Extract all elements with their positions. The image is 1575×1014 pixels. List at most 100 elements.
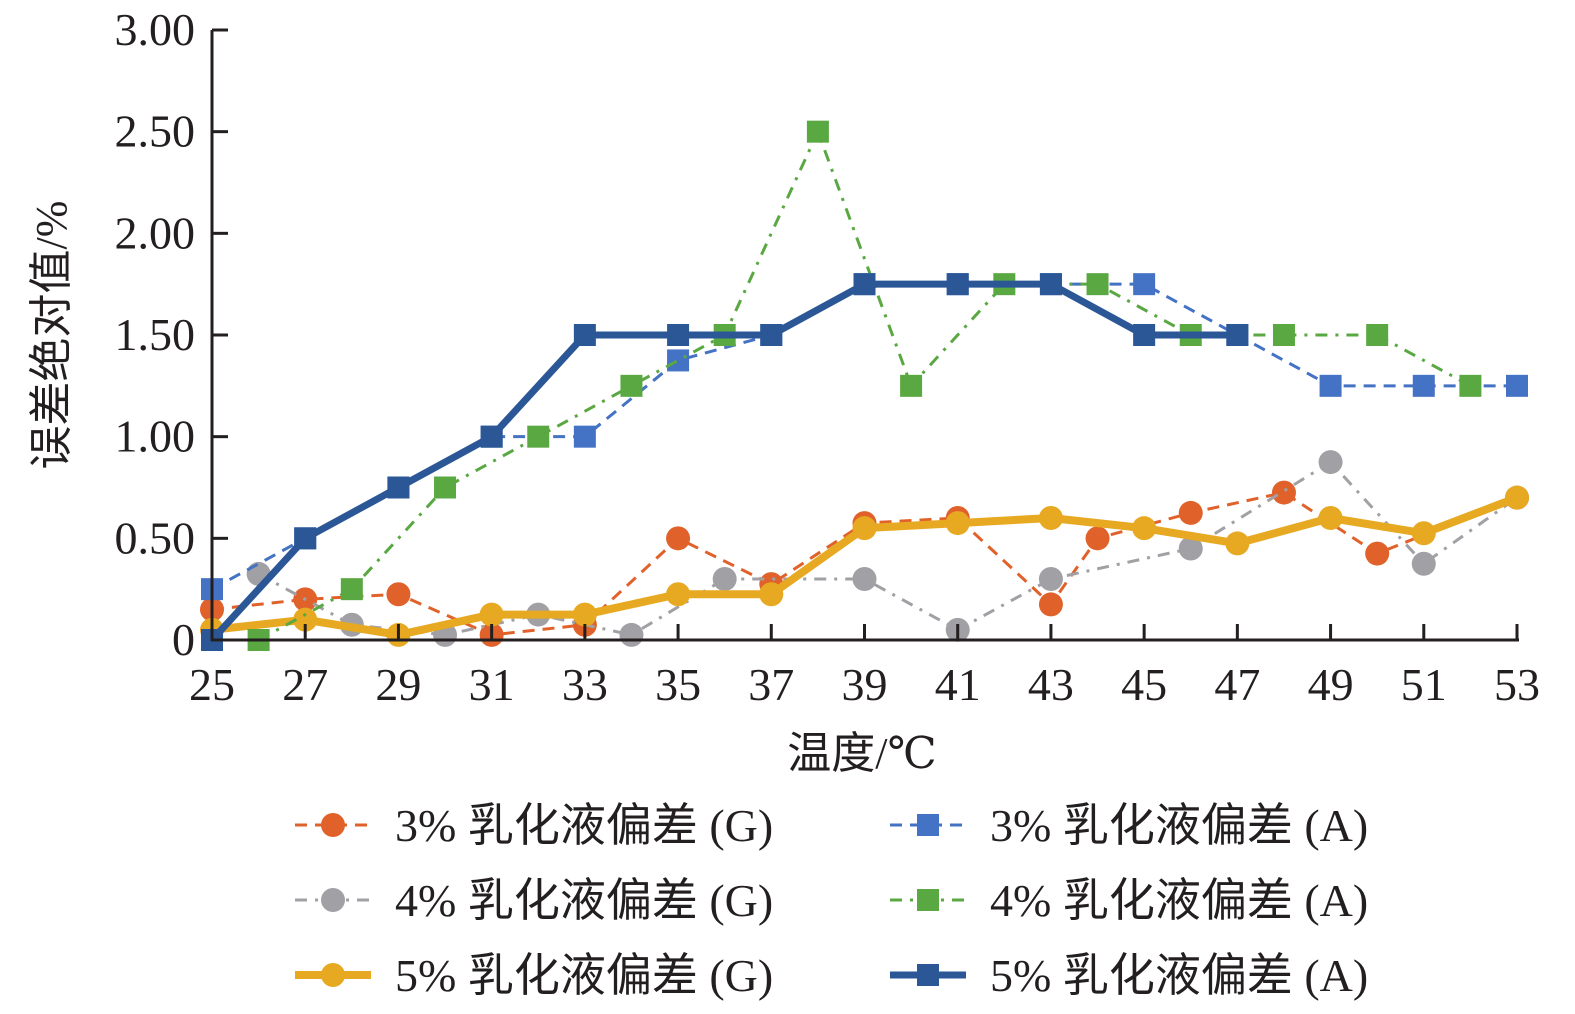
- data-point: [619, 622, 644, 647]
- data-point: [759, 582, 784, 607]
- data-point: [1365, 541, 1390, 566]
- y-tick-label: 0: [172, 614, 195, 665]
- data-point: [1412, 374, 1435, 397]
- series-4: [247, 120, 1482, 651]
- legend-label: 5% 乳化液偏差 (A): [990, 950, 1368, 1001]
- x-tick-label: 31: [469, 659, 515, 710]
- data-point: [1178, 536, 1203, 561]
- y-tick-label: 3.00: [115, 4, 196, 55]
- data-point: [712, 567, 737, 591]
- data-point: [1318, 450, 1343, 475]
- data-point: [1038, 567, 1063, 591]
- data-point: [1271, 480, 1296, 505]
- data-point: [667, 324, 690, 346]
- series-0: [200, 480, 1529, 647]
- data-point: [946, 273, 969, 296]
- data-point: [620, 374, 643, 397]
- data-point: [1085, 526, 1110, 551]
- data-point: [1318, 506, 1343, 530]
- data-point: [340, 578, 363, 601]
- legend-item: 5% 乳化液偏差 (A): [890, 950, 1368, 1001]
- x-tick-label: 37: [748, 659, 794, 710]
- series-line: [257, 130, 1472, 642]
- data-point: [1225, 531, 1250, 556]
- data-point: [573, 324, 596, 346]
- data-point: [573, 425, 596, 448]
- x-tick-label: 27: [282, 659, 328, 710]
- data-point: [852, 567, 877, 591]
- data-point: [1039, 273, 1062, 296]
- legend-item: 4% 乳化液偏差 (G): [295, 875, 773, 926]
- data-point: [1178, 500, 1203, 525]
- series-5: [201, 273, 1249, 651]
- series-3: [201, 273, 1528, 601]
- data-point: [387, 476, 410, 499]
- data-point: [1086, 273, 1109, 296]
- series-line: [209, 280, 1238, 643]
- data-point: [1366, 324, 1389, 346]
- y-tick-label: 0.50: [115, 512, 196, 563]
- ticks-layer: 0 0.50 1.00 1.50 2.00 2.50 3.00 25 27 29 31 33 35 37 3…: [115, 4, 1541, 710]
- data-point: [900, 374, 923, 397]
- data-point: [1411, 551, 1436, 576]
- x-tick-label: 51: [1401, 659, 1447, 710]
- x-tick-label: 33: [562, 659, 608, 710]
- legend-label: 3% 乳化液偏差 (G): [395, 800, 773, 851]
- legend-marker: [321, 813, 345, 837]
- legend-label: 3% 乳化液偏差 (A): [990, 800, 1368, 851]
- legend-marker: [321, 963, 345, 987]
- x-axis-label: 温度/℃: [787, 729, 936, 778]
- legend-item: 3% 乳化液偏差 (G): [295, 800, 773, 851]
- series-layer: [200, 120, 1529, 651]
- data-point: [760, 324, 783, 346]
- x-tick-label: 41: [935, 659, 981, 710]
- data-point: [1038, 506, 1063, 530]
- x-tick-label: 45: [1121, 659, 1167, 710]
- legend-label: 4% 乳化液偏差 (A): [990, 875, 1368, 926]
- data-point: [667, 349, 690, 372]
- x-tick-label: 39: [842, 659, 888, 710]
- data-point: [1459, 374, 1482, 397]
- data-point: [1319, 374, 1342, 397]
- data-point: [1133, 324, 1156, 346]
- data-point: [1226, 324, 1249, 346]
- y-tick-label: 2.50: [115, 106, 196, 157]
- data-point: [666, 526, 691, 551]
- legend: 3% 乳化液偏差 (G) 3% 乳化液偏差 (A) 4% 乳化液偏差 (G) 4% 乳…: [295, 800, 1368, 1001]
- legend-marker: [917, 814, 939, 836]
- data-point: [1506, 374, 1528, 397]
- data-point: [1411, 521, 1436, 546]
- legend-marker: [917, 889, 939, 911]
- data-point: [1038, 592, 1063, 617]
- y-tick-label: 2.00: [115, 207, 196, 258]
- y-tick-label: 1.50: [115, 309, 196, 360]
- data-point: [293, 607, 318, 632]
- data-point: [1132, 516, 1157, 541]
- x-tick-label: 35: [655, 659, 701, 710]
- data-point: [853, 273, 876, 296]
- x-tick-label: 49: [1308, 659, 1354, 710]
- legend-marker: [917, 964, 939, 986]
- data-point: [294, 527, 317, 550]
- legend-item: 4% 乳化液偏差 (A): [890, 875, 1368, 926]
- data-point: [666, 582, 691, 607]
- x-tick-label: 47: [1214, 659, 1260, 710]
- data-point: [479, 602, 504, 627]
- data-point: [386, 582, 411, 607]
- legend-marker: [321, 888, 345, 912]
- data-point: [480, 425, 503, 448]
- series-2: [200, 485, 1529, 647]
- series-line: [211, 282, 1517, 591]
- data-point: [1505, 485, 1529, 510]
- y-axis-label: 误差绝对值/%: [27, 201, 76, 470]
- data-point: [434, 476, 457, 499]
- x-tick-label: 43: [1028, 659, 1074, 710]
- data-point: [852, 516, 877, 541]
- legend-label: 5% 乳化液偏差 (G): [395, 950, 773, 1001]
- data-point: [1133, 273, 1156, 296]
- x-tick-label: 25: [189, 659, 235, 710]
- x-tick-label: 53: [1494, 659, 1540, 710]
- y-tick-label: 1.00: [115, 411, 196, 462]
- data-point: [806, 120, 829, 143]
